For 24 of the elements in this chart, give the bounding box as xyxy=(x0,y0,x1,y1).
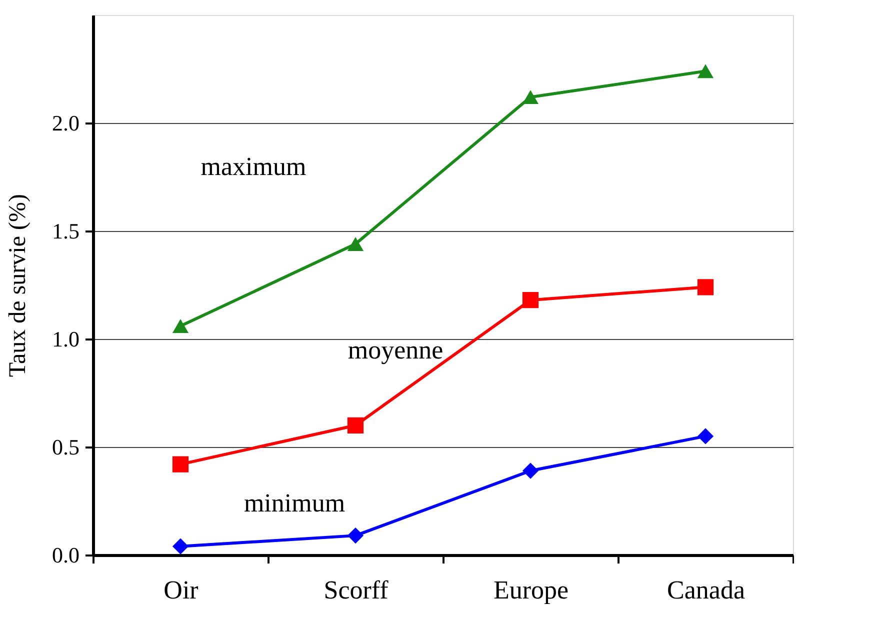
x-tick-label: Europe xyxy=(493,576,569,604)
text: maximum xyxy=(200,152,306,182)
x-tick-label: Oir xyxy=(164,576,199,604)
y-axis-title: Taux de survie (%) xyxy=(5,194,31,377)
series-label: moyenne xyxy=(348,335,444,364)
point xyxy=(697,279,714,296)
point xyxy=(172,319,189,334)
series-label: minimum xyxy=(244,488,346,518)
point xyxy=(172,538,189,554)
y-tick-label: 2.0 xyxy=(52,110,80,136)
point xyxy=(347,236,364,251)
y-tick-label: 0.5 xyxy=(52,434,80,460)
point xyxy=(522,292,539,308)
point xyxy=(347,417,364,434)
y-tick-label: 0.0 xyxy=(52,542,80,568)
point xyxy=(522,462,539,479)
x-tick-label: Canada xyxy=(667,576,746,604)
point xyxy=(172,456,189,472)
x-tick-label: Scorff xyxy=(324,576,389,604)
point xyxy=(347,528,364,544)
y-tick-label: 1.0 xyxy=(52,326,80,352)
point xyxy=(697,64,714,78)
y-tick-label: 1.5 xyxy=(52,218,80,244)
point xyxy=(697,428,714,444)
